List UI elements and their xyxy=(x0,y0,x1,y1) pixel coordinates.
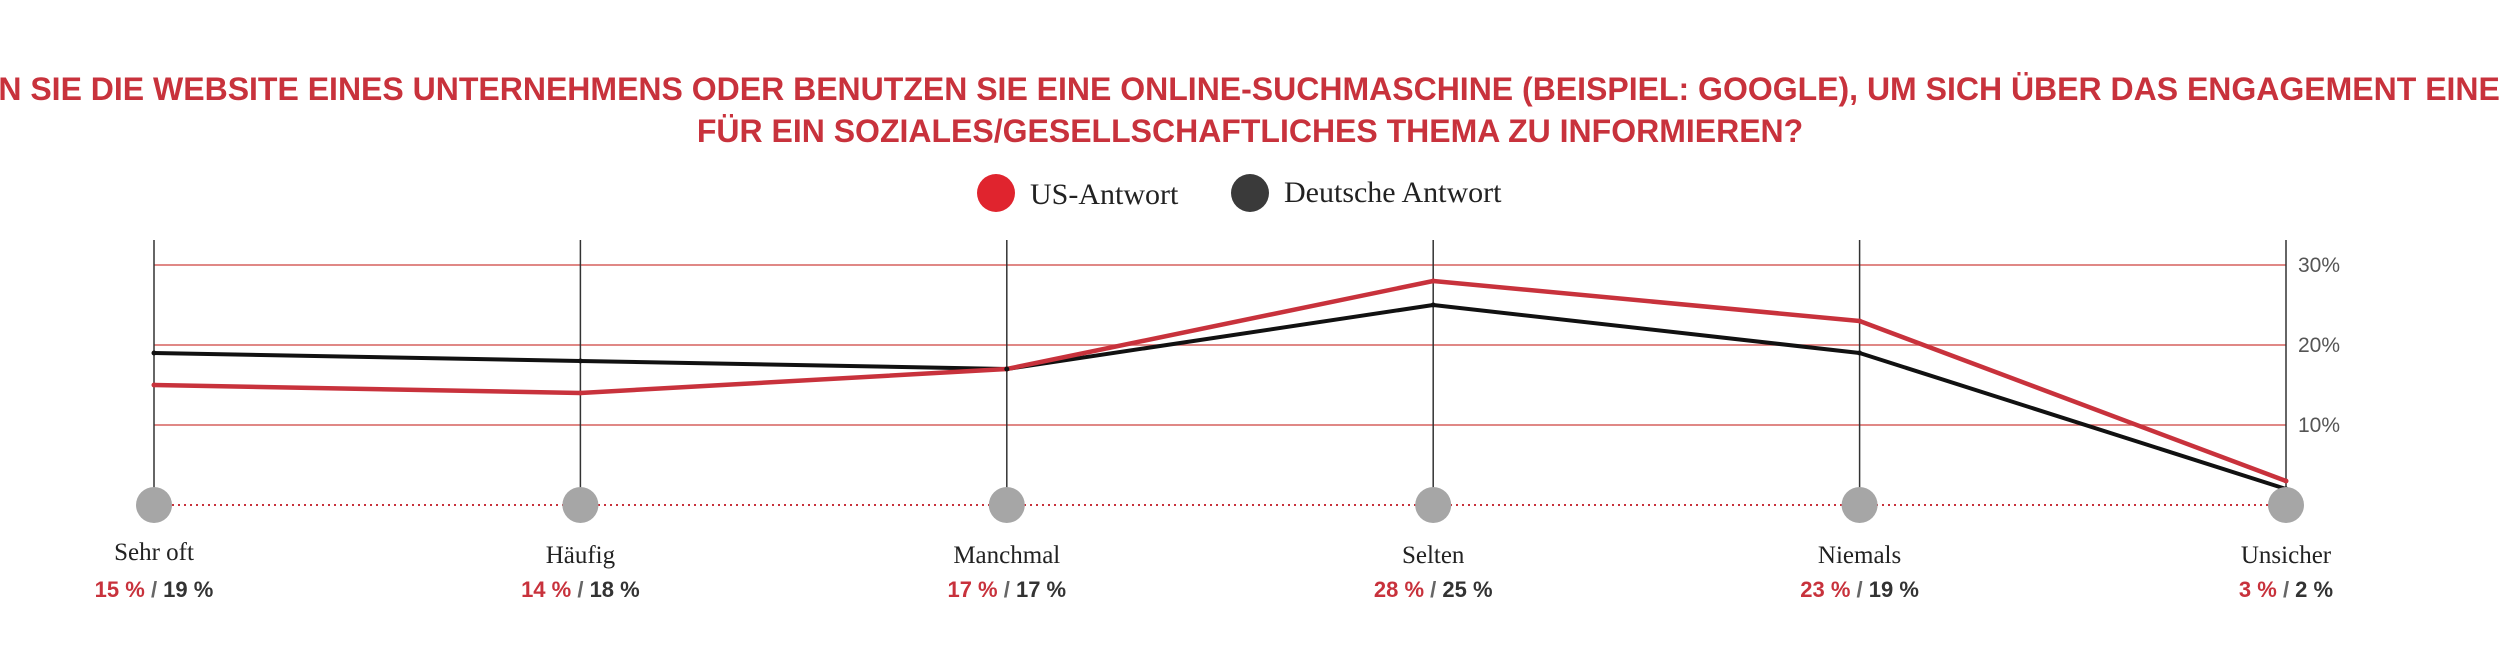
category-marker xyxy=(988,487,1025,523)
data-point-de xyxy=(1857,350,1863,356)
data-point-de xyxy=(577,358,583,364)
value-label-us: 23 % xyxy=(1800,577,1850,602)
y-tick-label-30: 30% xyxy=(2298,254,2340,277)
value-label-pair: 23 % / 19 % xyxy=(1800,577,1919,602)
legend: US-Antwort Deutsche Antwort xyxy=(977,174,1502,212)
data-point-de xyxy=(1004,366,1010,372)
value-label-pair: 15 % / 19 % xyxy=(95,577,214,602)
data-point-de xyxy=(1430,302,1436,308)
category-label: Häufig xyxy=(546,542,616,569)
value-label-us: 3 % xyxy=(2239,577,2277,602)
data-point-us xyxy=(2283,478,2289,484)
value-label-de: 18 % xyxy=(590,577,640,602)
value-label-separator: / xyxy=(1424,577,1442,602)
plot-area: 10% 20% 30% Sehr oft 15 % / 19 % Häufig 14 % /… xyxy=(95,240,2340,602)
series-line-de xyxy=(153,303,2287,491)
chart-title-line-2: FÜR EIN SOZIALES/GESELLSCHAFTLICHES THEM… xyxy=(697,113,1803,149)
value-label-separator: / xyxy=(998,577,1016,602)
value-label-de: 19 % xyxy=(163,577,213,602)
category-label: Manchmal xyxy=(953,542,1060,569)
value-label-pair: 3 % / 2 % xyxy=(2239,577,2333,602)
value-label-de: 19 % xyxy=(1869,577,1919,602)
value-label-us: 14 % xyxy=(521,577,571,602)
y-tick-label-20: 20% xyxy=(2298,334,2340,357)
data-point-de xyxy=(151,350,157,356)
category-label: Unsicher xyxy=(2241,542,2332,569)
value-label-us: 28 % xyxy=(1374,577,1424,602)
value-label-pair: 14 % / 18 % xyxy=(521,577,640,602)
y-tick-label-10: 10% xyxy=(2298,414,2340,437)
value-label-separator: / xyxy=(571,577,589,602)
category-label: Niemals xyxy=(1818,542,1901,569)
value-label-de: 2 % xyxy=(2295,577,2333,602)
data-point-us xyxy=(151,382,157,388)
category-marker xyxy=(2268,487,2304,523)
category-label: Sehr oft xyxy=(114,539,194,566)
value-label-separator: / xyxy=(2277,577,2295,602)
legend-label-de: Deutsche Antwort xyxy=(1284,176,1502,209)
value-label-us: 15 % xyxy=(95,577,145,602)
value-label-separator: / xyxy=(145,577,163,602)
value-label-us: 17 % xyxy=(947,577,997,602)
value-label-de: 25 % xyxy=(1442,577,1492,602)
category-label: Selten xyxy=(1402,542,1465,569)
series-line-us xyxy=(153,278,2287,484)
value-label-separator: / xyxy=(1850,577,1868,602)
data-point-us xyxy=(1430,278,1436,284)
chart-title-line-1: WIE OFT BESUCHEN SIE DIE WEBSITE EINES U… xyxy=(0,71,2500,107)
value-label-pair: 28 % / 25 % xyxy=(1374,577,1493,602)
category-marker xyxy=(136,487,172,523)
legend-label-us: US-Antwort xyxy=(1030,178,1179,211)
data-point-us xyxy=(577,390,583,396)
value-label-pair: 17 % / 17 % xyxy=(947,577,1066,602)
legend-dot-us xyxy=(977,174,1015,212)
value-label-de: 17 % xyxy=(1016,577,1066,602)
legend-dot-de xyxy=(1231,174,1269,212)
category-marker xyxy=(1415,487,1452,523)
category-marker xyxy=(1841,487,1878,523)
category-marker xyxy=(562,487,599,523)
data-point-us xyxy=(1857,318,1863,324)
